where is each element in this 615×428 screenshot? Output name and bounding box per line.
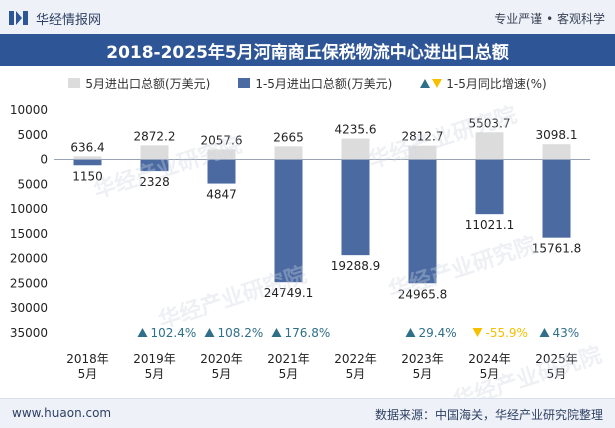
legend-item-growth: 1-5月同比增速(%) xyxy=(420,73,547,93)
data-label-monthly: 3098.1 xyxy=(536,128,578,142)
growth-rate-label: -55.9% xyxy=(486,326,528,340)
bar-monthly xyxy=(341,138,370,160)
x-tick-label-line: 5月 xyxy=(547,367,567,381)
data-label-cumulative: 2328 xyxy=(139,175,170,189)
bar-monthly xyxy=(542,144,571,160)
y-tick-label: 5000 xyxy=(17,128,48,142)
bar-cumulative xyxy=(207,159,236,184)
x-tick-label: 2020年 5月 xyxy=(200,352,243,381)
legend-up-triangle-icon xyxy=(420,78,431,88)
bar-cumulative xyxy=(542,159,571,238)
x-tick-label-line: 5月 xyxy=(346,367,366,381)
data-label-cumulative: 19288.9 xyxy=(331,259,381,273)
x-tick-label-line: 5月 xyxy=(212,367,232,381)
growth-up-triangle-icon xyxy=(405,328,416,337)
y-tick-label: 30000 xyxy=(10,301,48,315)
y-tick-label: 35000 xyxy=(10,326,48,340)
bar-monthly xyxy=(475,132,504,160)
data-label-cumulative: 1150 xyxy=(72,169,103,183)
growth-rate-label: 176.8% xyxy=(285,326,331,340)
x-tick-label-line: 5月 xyxy=(279,367,299,381)
x-tick-label: 2018年 5月 xyxy=(66,352,109,381)
data-label-monthly: 2665 xyxy=(273,130,304,144)
data-label-monthly: 4235.6 xyxy=(335,123,377,137)
chart-plot: 10000 5000 0 5000 10000 15000 20000 25000 30000 3… xyxy=(10,103,590,381)
bar-monthly xyxy=(73,156,102,160)
legend-down-triangle-icon xyxy=(432,78,443,88)
x-tick-label-line: 5月 xyxy=(78,367,98,381)
y-tick-label: 10000 xyxy=(10,202,48,216)
bar-monthly xyxy=(207,149,236,160)
legend-swatch-cumulative xyxy=(238,78,251,88)
data-label-monthly: 636.4 xyxy=(70,140,104,154)
data-label-monthly: 2812.7 xyxy=(402,130,444,144)
x-tick-label-line: 5月 xyxy=(413,367,433,381)
brand: 华经情报网 xyxy=(8,9,102,28)
bar-cumulative xyxy=(274,159,303,283)
footer-website: www.huaon.com xyxy=(12,406,112,420)
growth-up-triangle-icon xyxy=(204,328,215,337)
legend-item-monthly: 5月进出口总额(万美元) xyxy=(68,73,210,93)
data-label-cumulative: 24749.1 xyxy=(264,286,314,300)
data-label-monthly: 5503.7 xyxy=(469,116,511,130)
growth-rate-label: 29.4% xyxy=(419,326,457,340)
tagline: 专业严谨 • 客观科学 xyxy=(494,12,605,26)
growth-rate-label: 108.2% xyxy=(218,326,264,340)
bar-cumulative xyxy=(73,159,102,166)
y-tick-label: 10000 xyxy=(10,103,48,117)
footer: www.huaon.com 数据来源：中国海关，华经产业研究院整理 xyxy=(0,398,615,428)
data-label-cumulative: 11021.1 xyxy=(465,218,515,232)
x-tick-label: 2019年 5月 xyxy=(133,352,176,381)
x-tick-label-line: 2025年 xyxy=(535,352,578,366)
data-label-cumulative: 15761.8 xyxy=(532,242,582,256)
bar-cumulative xyxy=(341,159,370,256)
growth-rate-label: 102.4% xyxy=(151,326,197,340)
y-tick-label: 20000 xyxy=(10,252,48,266)
x-tick-label: 2023年 5月 xyxy=(401,352,444,381)
legend-swatch-monthly xyxy=(68,78,81,88)
data-label-monthly: 2872.2 xyxy=(134,129,176,143)
x-tick-label: 2024年 5月 xyxy=(468,352,511,381)
chart-title: 2018-2025年5月河南商丘保税物流中心进出口总额 xyxy=(0,34,615,66)
growth-up-triangle-icon xyxy=(539,328,550,337)
x-tick-label-line: 2020年 xyxy=(200,352,243,366)
legend-label-monthly: 5月进出口总额(万美元) xyxy=(85,76,211,91)
bar-cumulative xyxy=(140,159,169,172)
growth-up-triangle-icon xyxy=(137,328,148,337)
legend-label-growth: 1-5月同比增速(%) xyxy=(446,76,547,91)
brand-name: 华经情报网 xyxy=(36,12,102,28)
y-tick-label: 15000 xyxy=(10,227,48,241)
bar-monthly xyxy=(274,146,303,160)
bar-cumulative xyxy=(408,159,437,284)
x-tick-label-line: 2021年 xyxy=(267,352,310,366)
data-label-cumulative: 4847 xyxy=(206,188,237,202)
bar-monthly xyxy=(408,145,437,160)
x-tick-label-line: 5月 xyxy=(480,367,500,381)
chart-legend: 5月进出口总额(万美元) 1-5月进出口总额(万美元) 1-5月同比增速(%) xyxy=(0,73,615,93)
growth-down-triangle-icon xyxy=(472,328,483,337)
data-label-cumulative: 24965.8 xyxy=(398,287,448,301)
x-tick-label-line: 2019年 xyxy=(133,352,176,366)
y-tick-label: 5000 xyxy=(17,177,48,191)
growth-up-triangle-icon xyxy=(271,328,282,337)
x-tick-label: 2021年 5月 xyxy=(267,352,310,381)
x-tick-label-line: 2018年 xyxy=(66,352,109,366)
x-tick-label-line: 2023年 xyxy=(401,352,444,366)
x-tick-label-line: 2024年 xyxy=(468,352,511,366)
growth-rate-label: 43% xyxy=(553,326,580,340)
legend-label-cumulative: 1-5月进出口总额(万美元) xyxy=(255,76,393,91)
footer-source: 数据来源：中国海关，华经产业研究院整理 xyxy=(374,408,603,422)
legend-item-cumulative: 1-5月进出口总额(万美元) xyxy=(238,73,392,93)
x-tick-label: 2025年 5月 xyxy=(535,352,578,381)
brand-logo-icon xyxy=(9,11,28,25)
y-tick-label: 25000 xyxy=(10,276,48,290)
y-tick-label: 0 xyxy=(40,153,48,167)
data-label-monthly: 2057.6 xyxy=(201,133,243,147)
x-tick-label: 2022年 5月 xyxy=(334,352,377,381)
bar-monthly xyxy=(140,145,169,160)
bar-cumulative xyxy=(475,159,504,215)
x-tick-label-line: 2022年 xyxy=(334,352,377,366)
x-tick-label-line: 5月 xyxy=(145,367,165,381)
